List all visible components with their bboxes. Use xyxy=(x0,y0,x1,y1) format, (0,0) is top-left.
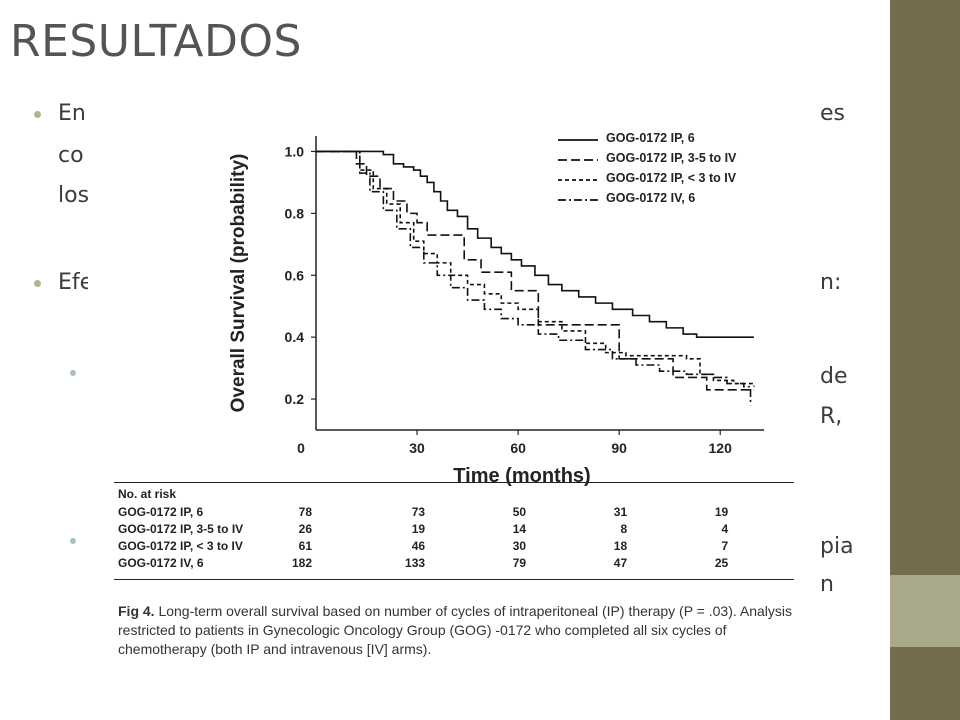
risk-cell: 8 xyxy=(620,522,628,536)
y-tick-label: 0.4 xyxy=(285,329,305,345)
risk-cell: 182 xyxy=(291,556,312,570)
bullet-fragment-left: co xyxy=(58,143,84,168)
risk-cell: 133 xyxy=(405,556,426,570)
risk-cell: 4 xyxy=(721,522,729,536)
legend-label: GOG-0172 IV, 6 xyxy=(606,191,696,205)
risk-row-label: GOG-0172 IP, 6 xyxy=(118,505,204,519)
y-tick-label: 0.6 xyxy=(285,267,305,283)
risk-cell: 46 xyxy=(411,539,426,553)
bullet-dot xyxy=(34,111,41,118)
y-tick-label: 1.0 xyxy=(285,143,305,159)
series-line-1 xyxy=(316,150,754,338)
risk-cell: 78 xyxy=(298,505,312,519)
sub-bullet-fragment: pia xyxy=(820,534,854,559)
caption-text: Long-term overall survival based on numb… xyxy=(118,603,793,657)
x-tick-label: 60 xyxy=(510,440,526,456)
risk-row-label: GOG-0172 IP, < 3 to IV xyxy=(118,539,243,553)
risk-cell: 31 xyxy=(613,505,628,519)
risk-table-row: GOG-0172 IP, 6 78 73 50 31 19 xyxy=(114,505,794,521)
sub-bullet-dot xyxy=(70,538,76,544)
legend-swatch xyxy=(558,139,598,141)
x-tick-label: 0 xyxy=(297,440,305,456)
decorative-band-light xyxy=(890,575,960,647)
risk-cell: 30 xyxy=(512,539,527,553)
survival-chart: 0.2 0.4 0.6 0.8 1.0 0 30 60 90 120 Time (months) Ov… xyxy=(228,136,764,487)
bullet-fragment-left: Efe xyxy=(58,270,94,295)
risk-cell: 26 xyxy=(298,522,312,536)
risk-table-row: GOG-0172 IP, < 3 to IV 61 46 30 18 7 xyxy=(114,539,794,555)
bullet-dot xyxy=(34,280,41,287)
series-line-4 xyxy=(316,150,752,406)
risk-cell: 61 xyxy=(298,539,312,553)
risk-table-row: GOG-0172 IV, 6 182 133 79 47 25 xyxy=(114,556,794,572)
sub-bullet-fragment: de xyxy=(820,364,848,389)
risk-cell: 18 xyxy=(613,539,628,553)
bullet-fragment-left: los xyxy=(58,183,90,208)
risk-table: No. at risk GOG-0172 IP, 6 78 73 50 31 19 GOG-… xyxy=(114,482,794,580)
series-line-3 xyxy=(316,150,755,387)
legend-swatch xyxy=(558,159,598,161)
risk-cell: 19 xyxy=(714,505,729,519)
risk-row-label: GOG-0172 IV, 6 xyxy=(118,556,204,570)
y-tick-label: 0.8 xyxy=(285,205,305,221)
risk-cell: 50 xyxy=(512,505,527,519)
sub-bullet-fragment: R, xyxy=(820,404,843,429)
risk-cell: 73 xyxy=(411,505,426,519)
y-axis-label: Overall Survival (probability) xyxy=(228,154,249,413)
bullet-fragment-right: n: xyxy=(820,270,842,295)
risk-row-label: GOG-0172 IP, 3-5 to IV xyxy=(118,522,244,536)
legend-label: GOG-0172 IP, 6 xyxy=(606,131,695,145)
x-tick-label: 30 xyxy=(409,440,425,456)
y-tick-label: 0.2 xyxy=(285,391,305,407)
risk-cell: 19 xyxy=(411,522,426,536)
legend-swatch xyxy=(558,179,598,181)
slide-title: RESULTADOS xyxy=(10,16,302,67)
series-line-2 xyxy=(316,150,754,391)
risk-cell: 7 xyxy=(721,539,729,553)
bullet-fragment-right: es xyxy=(820,101,845,126)
risk-table-row: GOG-0172 IP, 3-5 to IV 26 19 14 8 4 xyxy=(114,522,794,538)
legend-label: GOG-0172 IP, 3-5 to IV xyxy=(606,151,737,165)
figure-caption: Fig 4. Long-term overall survival based … xyxy=(118,602,808,659)
x-axis-label: Time (months) xyxy=(453,465,590,487)
risk-cell: 25 xyxy=(714,556,729,570)
risk-cell: 47 xyxy=(613,556,628,570)
risk-cell: 79 xyxy=(512,556,527,570)
x-tick-label: 120 xyxy=(709,440,733,456)
sub-bullet-fragment: n xyxy=(820,572,834,597)
caption-label: Fig 4. xyxy=(118,603,155,619)
bullet-fragment-left: En xyxy=(58,101,86,126)
legend-swatch xyxy=(558,199,598,201)
x-tick-label: 90 xyxy=(611,440,627,456)
figure-image: 0.2 0.4 0.6 0.8 1.0 0 30 60 90 120 Time (months) Ov… xyxy=(88,88,820,700)
sub-bullet-dot xyxy=(70,370,76,376)
risk-cell: 14 xyxy=(512,522,527,536)
risk-table-title: No. at risk xyxy=(118,487,177,501)
legend-label: GOG-0172 IP, < 3 to IV xyxy=(606,171,737,185)
